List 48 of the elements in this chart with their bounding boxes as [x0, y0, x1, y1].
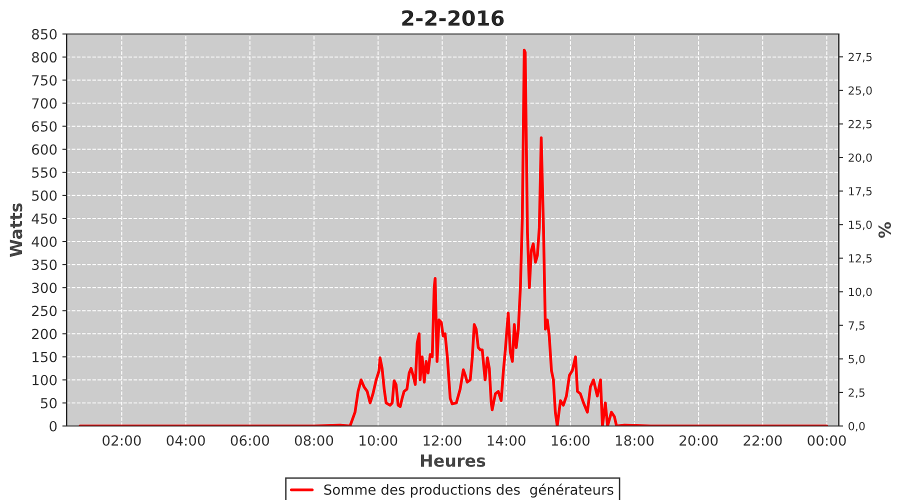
x-tick-label: 02:00: [102, 435, 141, 446]
y-tick-label: 0: [50, 420, 57, 432]
y2-tick-label: 10,0: [849, 288, 872, 298]
y-tick-label: 300: [32, 282, 57, 294]
legend-label: Somme des productions des générateurs: [324, 484, 614, 498]
x-tick-label: 12:00: [424, 435, 462, 446]
y2-tick-label: 22,5: [848, 120, 872, 130]
y-tick-label: 600: [32, 144, 57, 155]
y2-tick-label: 12,5: [849, 254, 872, 264]
x-tick-label: 18:00: [616, 435, 654, 446]
y-tick-label: 850: [32, 28, 57, 40]
x-tick-label: 10:00: [360, 435, 398, 446]
x-tick-label: 20:00: [680, 435, 718, 446]
y2-axis-title: %: [878, 222, 892, 238]
x-tick-label: 04:00: [166, 435, 205, 446]
y2-tick-label: 2,5: [848, 388, 865, 398]
x-tick-label: 22:00: [744, 435, 782, 446]
y-tick-label: 800: [32, 52, 57, 63]
y2-tick-label: 25,0: [848, 86, 872, 96]
y-tick-label: 650: [32, 121, 57, 132]
x-tick-label: 06:00: [230, 435, 270, 446]
y2-tick-label: 15,0: [849, 220, 872, 230]
y-tick-label: 50: [40, 398, 57, 408]
chart-title: 2-2-2016: [402, 10, 504, 26]
y-tick-label: 200: [32, 328, 57, 340]
y-tick-label: 700: [32, 98, 57, 109]
y-tick-label: 150: [32, 352, 57, 362]
line-series: [78, 48, 828, 426]
y2-tick-label: 20,0: [848, 153, 872, 164]
y-tick-label: 550: [32, 167, 57, 178]
y2-tick-label: 0,0: [848, 422, 865, 432]
y-tick-label: 350: [32, 260, 57, 270]
y2-tick-label: 5,0: [848, 354, 865, 364]
y-tick-label: 100: [32, 374, 57, 386]
x-tick-label: 14:00: [488, 435, 526, 446]
y2-tick-label: 7,5: [848, 321, 865, 331]
x-tick-label: 00:00: [808, 435, 846, 446]
y-axis-title: Watts: [10, 203, 22, 257]
x-tick-label: 08:00: [294, 435, 334, 446]
y2-tick-label: 27,5: [848, 52, 872, 62]
x-tick-label: 16:00: [552, 435, 590, 446]
y2-tick-label: 17,5: [849, 187, 872, 197]
y-tick-label: 750: [32, 75, 57, 86]
y-tick-label: 500: [32, 190, 57, 201]
y-tick-label: 400: [32, 236, 57, 248]
x-axis-title: Heures: [420, 454, 486, 467]
y-tick-label: 250: [32, 306, 57, 316]
y-tick-label: 450: [32, 213, 57, 224]
